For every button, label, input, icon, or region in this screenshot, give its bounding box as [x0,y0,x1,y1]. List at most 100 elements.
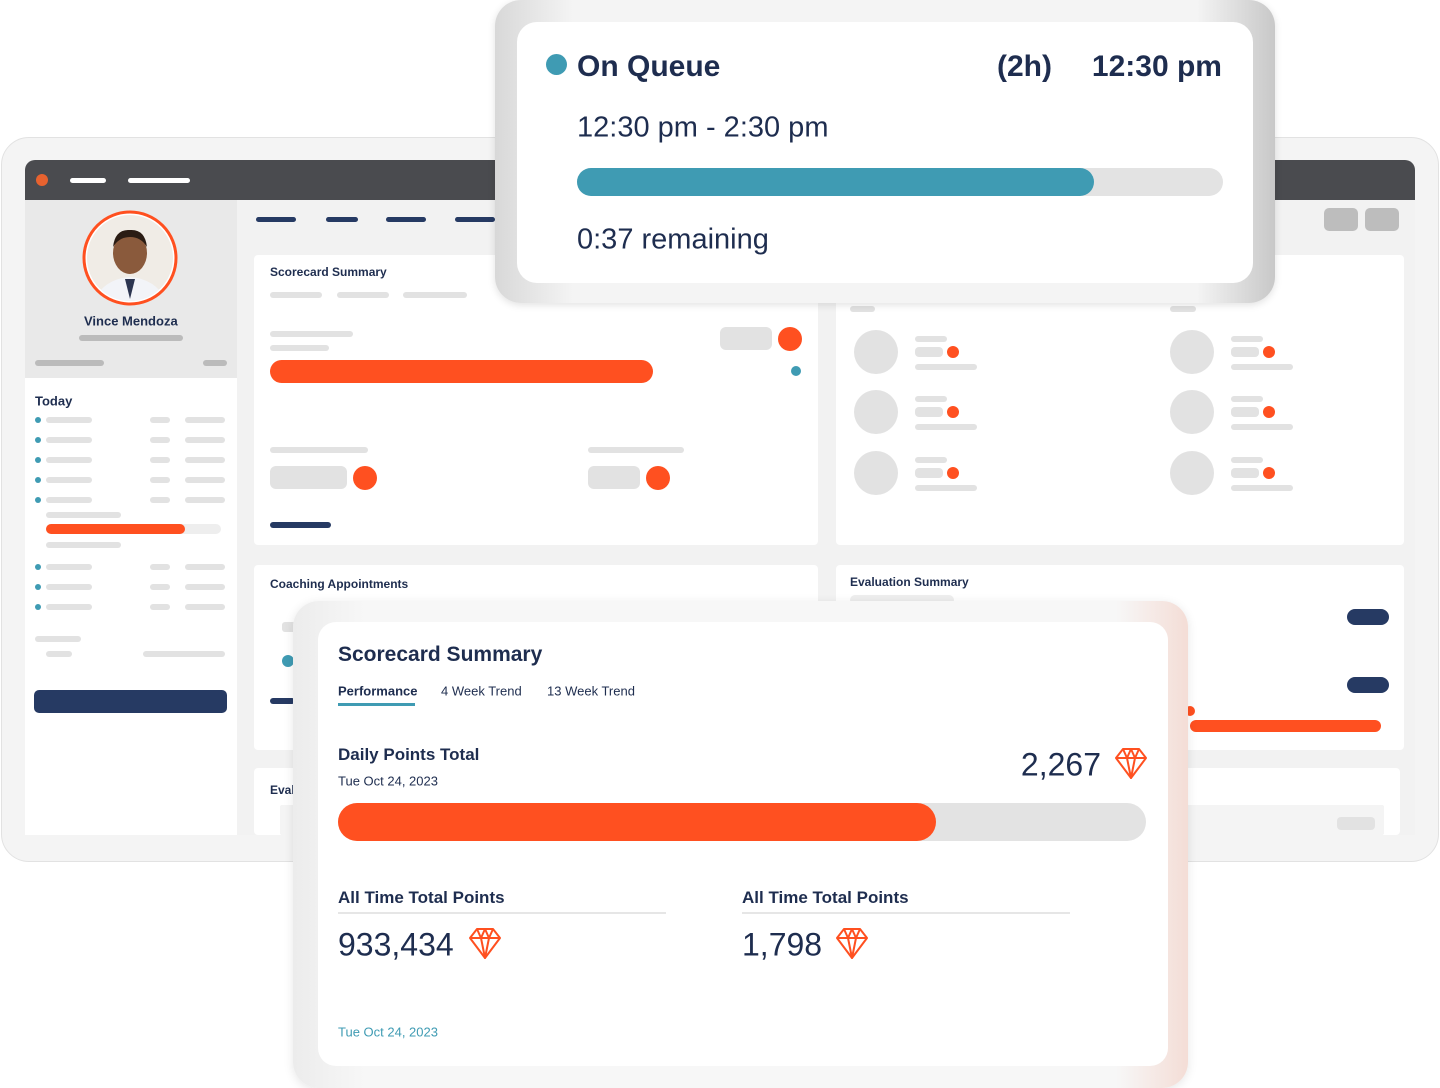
placeholder [270,360,653,383]
placeholder [185,564,225,570]
placeholder [185,584,225,590]
dot [791,366,801,376]
dot [35,564,41,570]
daily-date: Tue Oct 24, 2023 [338,773,438,789]
dot [1170,330,1214,374]
tab[interactable]: Performance [338,683,418,699]
placeholder [46,437,92,443]
placeholder [720,327,772,350]
placeholder [270,331,353,337]
divider [742,912,1070,914]
user-name: Vince Mendoza [84,313,178,329]
dot [1170,451,1214,495]
scorecard-card [318,622,1168,1066]
placeholder [915,468,943,478]
dot [1185,706,1195,716]
card-title: Evaluation Summary [850,575,969,589]
placeholder [1231,424,1293,430]
placeholder [46,564,92,570]
total-value: 1,798 [742,926,823,963]
diamond-icon [469,928,501,959]
placeholder [915,336,947,342]
placeholder [46,584,92,590]
placeholder [915,457,947,463]
placeholder [46,477,92,483]
status-dot [546,54,567,75]
placeholder [46,457,92,463]
placeholder [270,522,331,528]
placeholder [337,292,389,298]
placeholder [46,497,92,503]
tab[interactable]: 13 Week Trend [547,683,635,699]
time-range: 12:30 pm - 2:30 pm [577,111,829,144]
placeholder [185,477,225,483]
placeholder [150,604,170,610]
queue-card [517,22,1253,283]
dot [947,346,959,358]
placeholder [185,604,225,610]
placeholder [185,417,225,423]
dot [35,604,41,610]
dot [1263,467,1275,479]
placeholder [185,457,225,463]
dot [1263,346,1275,358]
placeholder [588,466,640,489]
total-value: 933,434 [338,926,454,963]
dot [35,457,41,463]
placeholder [46,417,92,423]
placeholder [270,447,368,453]
placeholder [850,595,954,605]
placeholder [35,360,104,366]
placeholder [270,345,329,351]
placeholder [915,485,977,491]
today-label: Today [35,393,73,409]
daily-label: Daily Points Total [338,745,480,764]
placeholder [915,347,943,357]
tab[interactable]: 4 Week Trend [441,683,522,699]
placeholder [915,407,943,417]
placeholder [150,457,170,463]
dot [1263,406,1275,418]
placeholder [79,335,183,341]
duration: (2h) [997,50,1052,83]
card-title: Coaching Appointments [270,577,409,591]
placeholder [150,584,170,590]
dot [282,655,294,667]
dot [854,451,898,495]
total-label: All Time Total Points [338,888,505,907]
placeholder [70,178,106,183]
tab-underline [338,703,415,706]
dot [854,330,898,374]
placeholder [915,424,977,430]
dot [35,437,41,443]
card-title: Eval [270,783,295,797]
placeholder [185,497,225,503]
placeholder [150,564,170,570]
placeholder [34,690,227,713]
placeholder [1231,364,1293,370]
points-track [338,803,1146,841]
placeholder [46,542,121,548]
placeholder [1231,336,1263,342]
placeholder [1337,817,1375,830]
placeholder [1324,208,1358,231]
status: On Queue [577,50,721,83]
placeholder [185,437,225,443]
placeholder [128,178,190,183]
placeholder [256,217,296,222]
dot [35,417,41,423]
placeholder [915,396,947,402]
placeholder [270,292,322,298]
placeholder [1190,720,1381,732]
placeholder [386,217,426,222]
remaining: 0:37 remaining [577,223,769,256]
footer-date: Tue Oct 24, 2023 [338,1024,438,1040]
dot [36,174,48,186]
card-title: Scorecard Summary [270,265,387,279]
dot [35,497,41,503]
placeholder [150,477,170,483]
dot [947,467,959,479]
avatar [82,210,178,306]
